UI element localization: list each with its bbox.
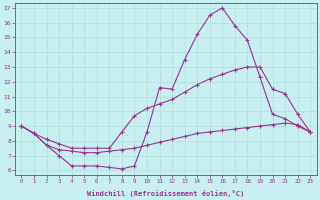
X-axis label: Windchill (Refroidissement éolien,°C): Windchill (Refroidissement éolien,°C) xyxy=(87,190,244,197)
